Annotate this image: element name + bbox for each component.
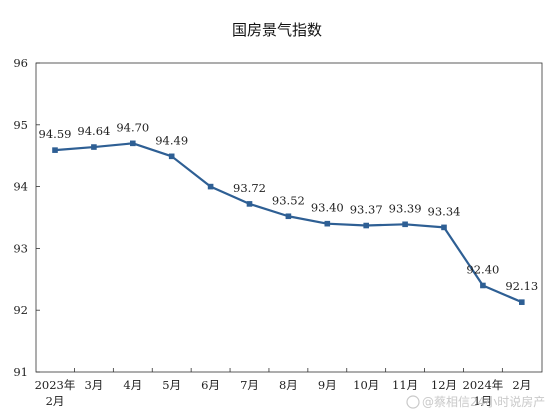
x-tick-label: 2024年 1月	[463, 378, 504, 408]
data-label: 94.59	[39, 127, 72, 141]
data-point	[168, 153, 175, 160]
x-axis: 2023年 2月 3月 4月 5月 6月 7月 8月 9月 10月 11月 12月 2024年 1月 2月	[35, 368, 531, 408]
data-point	[402, 221, 408, 228]
x-tick-label: 3月	[84, 378, 103, 392]
watermark-text: @蔡相信24小时说房产	[422, 394, 545, 409]
data-label: 93.40	[311, 201, 344, 215]
y-axis: 96 95 94 93 92 91	[13, 56, 40, 379]
data-point	[91, 144, 97, 150]
watermark: @蔡相信24小时说房产	[406, 394, 545, 409]
data-label: 94.49	[155, 133, 188, 147]
x-tick-label: 12月	[431, 378, 457, 392]
x-tick-label: 11月	[392, 378, 418, 392]
x-tick-label: 7月	[240, 378, 259, 392]
x-tick-label: 5月	[162, 378, 181, 392]
data-point	[324, 220, 331, 227]
data-label: 92.40	[466, 262, 499, 276]
plot-frame	[35, 62, 543, 373]
data-point	[441, 224, 447, 231]
chart-title: 国房景气指数	[232, 21, 322, 39]
y-tick-label: 95	[13, 118, 28, 132]
y-tick-label: 92	[13, 303, 28, 317]
data-label: 93.34	[428, 204, 461, 218]
y-tick-label: 93	[13, 241, 28, 255]
data-point	[52, 147, 58, 153]
data-labels: 94.59 94.64 94.70 94.49 93.72 93.52 93.40 93.37…	[39, 120, 539, 293]
x-tick-label: 2月	[512, 378, 531, 392]
x-tick-label: 8月	[279, 378, 298, 392]
x-tick-label: 9月	[318, 378, 337, 392]
data-point	[519, 299, 525, 305]
data-point	[480, 282, 486, 289]
data-label: 93.39	[389, 201, 422, 215]
series-group	[52, 140, 525, 305]
y-tick-label: 96	[13, 56, 28, 70]
y-tick-label: 94	[13, 180, 28, 194]
data-point	[363, 222, 369, 229]
data-label: 94.64	[77, 124, 110, 138]
x-tick-label: 2023年 2月	[35, 378, 76, 408]
data-point	[246, 201, 253, 207]
data-label: 94.70	[116, 120, 149, 134]
data-point	[130, 140, 136, 147]
data-point	[207, 183, 214, 190]
x-tick-label: 6月	[201, 378, 220, 392]
weibo-icon	[406, 395, 420, 409]
x-tick-label: 10月	[353, 378, 379, 392]
data-label: 93.37	[350, 203, 383, 217]
data-label: 92.13	[505, 279, 538, 293]
x-tick-label: 4月	[123, 378, 142, 392]
y-tick-label: 91	[13, 365, 28, 379]
series-line	[54, 142, 523, 304]
data-label: 93.52	[272, 193, 305, 207]
data-point	[285, 213, 292, 220]
data-label: 93.72	[233, 181, 266, 195]
